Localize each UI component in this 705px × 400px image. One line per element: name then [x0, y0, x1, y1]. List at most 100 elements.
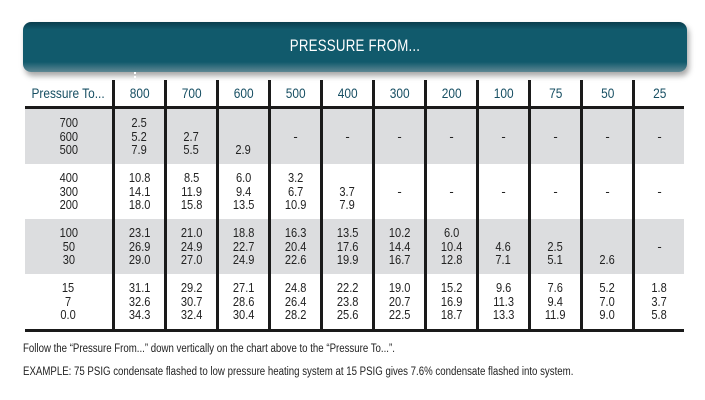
cell-value [548, 226, 563, 240]
table-row: 100 50 30 23.1 26.9 29.0 21.0 24.9 27.0 18.8 22.7 2… [25, 219, 684, 274]
cell-value: 10.8 [128, 170, 151, 185]
table-cell: 19.0 20.7 22.5 [372, 274, 426, 332]
table-cell: 10.2 14.4 16.7 [372, 219, 426, 274]
cell-value: 5.2 [131, 128, 148, 144]
table-cell: 21.0 24.9 27.0 [164, 219, 218, 274]
table-cell: - [424, 107, 478, 164]
cell-value [340, 171, 355, 185]
pressure-to-header: Pressure To... [25, 80, 114, 109]
empty-dash: - [293, 129, 298, 144]
cell-value: 300 [59, 183, 78, 199]
table-cell: - [476, 164, 530, 219]
cell-value: 14.4 [388, 238, 411, 254]
table-cell: 27.1 28.6 30.4 [216, 274, 270, 332]
cell-value: 12.8 [440, 252, 463, 267]
cell-value [496, 226, 511, 240]
table-cell: 2.5 5.1 [528, 219, 582, 274]
table-cell: 4.6 7.1 [476, 219, 530, 274]
cell-value: 20.7 [388, 293, 411, 309]
example-text: EXAMPLE: 75 PSIG condensate flashed to l… [23, 366, 574, 378]
table-cell: 23.1 26.9 29.0 [112, 219, 166, 274]
table-cell: 3.7 7.9 [320, 164, 374, 219]
table-cell: - [476, 107, 530, 164]
column-header-200: 200 [424, 80, 478, 109]
table-cell: - [424, 164, 478, 219]
empty-dash: - [605, 184, 610, 199]
table-cell: - [528, 164, 582, 219]
table-cell: 5.2 7.0 9.0 [580, 274, 634, 332]
cell-value: 10.9 [284, 197, 307, 212]
cell-value: 23.8 [336, 293, 359, 309]
table-cell: - [268, 107, 322, 164]
cell-value: 22.6 [284, 252, 307, 267]
cell-value: 5.5 [183, 142, 200, 157]
table-cell: - [632, 164, 684, 219]
cell-value: 7 [65, 293, 72, 309]
table-cell: - [372, 164, 426, 219]
cell-value: 27.1 [232, 280, 255, 295]
table-cell: 22.2 23.8 25.6 [320, 274, 374, 332]
table-cell: 29.2 30.7 32.4 [164, 274, 218, 332]
cell-value: 25.6 [336, 307, 359, 322]
cell-value: 16.7 [388, 252, 411, 267]
table-cell: - [372, 107, 426, 164]
cell-value: 2.7 [183, 128, 200, 144]
cell-value: 1.8 [651, 280, 668, 295]
cell-value: 7.9 [339, 197, 356, 212]
empty-dash: - [657, 239, 662, 254]
cell-value: 15.8 [180, 197, 203, 212]
empty-dash: - [397, 184, 402, 199]
table-cell: 2.6 [580, 219, 634, 274]
table-cell: - [632, 107, 684, 164]
flash-steam-table: Pressure To... 800 700 600 500 400 300 200 100 7… [25, 80, 684, 332]
table-row: 15 7 0.0 31.1 32.6 34.3 29.2 30.7 32.4 27.1 28.6 30… [25, 274, 684, 332]
cell-value: 27.0 [180, 252, 203, 267]
cell-value: 26.4 [284, 293, 307, 309]
cell-value: 31.1 [128, 280, 151, 295]
cell-value: 9.4 [235, 183, 252, 199]
cell-value: 21.0 [180, 225, 203, 240]
table-cell: 6.0 9.4 13.5 [216, 164, 270, 219]
empty-dash: - [501, 129, 506, 144]
cell-value: 0.0 [60, 307, 77, 322]
table-row: 400 300 200 10.8 14.1 18.0 8.5 11.9 15.8 6.0 9.4 13… [25, 164, 684, 219]
cell-value: 34.3 [128, 307, 151, 322]
cell-value: 22.2 [336, 280, 359, 295]
cell-value: 22.5 [388, 307, 411, 322]
table-cell: 2.9 [216, 107, 270, 164]
column-header-400: 400 [320, 80, 374, 109]
table-cell: 13.5 17.6 19.9 [320, 219, 374, 274]
column-header-300: 300 [372, 80, 426, 109]
cell-value: 500 [59, 142, 78, 157]
cell-value: 700 [59, 115, 78, 130]
pressure-to-cell: 400 300 200 [25, 164, 114, 219]
pressure-to-cell: 700 600 500 [25, 107, 114, 164]
table-row: 700 600 500 2.5 5.2 7.9 2.7 5.5 2.9- - - - - - - - [25, 107, 684, 164]
cell-value: 30 [62, 252, 75, 267]
cell-value: 15.2 [440, 280, 463, 295]
cell-value: 11.9 [545, 307, 566, 322]
column-header-600: 600 [216, 80, 270, 109]
table-cell: 15.2 16.9 18.7 [424, 274, 478, 332]
cell-value: 600 [59, 128, 78, 144]
table-cell: 24.8 26.4 28.2 [268, 274, 322, 332]
cell-value: 3.7 [651, 293, 668, 309]
cell-value [600, 240, 615, 254]
table-cell: 10.8 14.1 18.0 [112, 164, 166, 219]
cell-value: 24.9 [232, 252, 255, 267]
empty-dash: - [449, 129, 454, 144]
cell-value: 100 [59, 225, 78, 240]
cell-value: 2.9 [235, 142, 252, 157]
cell-value: 7.6 [547, 280, 564, 295]
cell-value: 29.2 [180, 280, 203, 295]
cell-value: 18.8 [232, 225, 255, 240]
cell-value: 18.0 [128, 197, 151, 212]
cell-value: 200 [59, 197, 78, 212]
cell-value [600, 226, 615, 240]
cell-value: 28.6 [232, 293, 255, 309]
cell-value: 6.0 [443, 225, 460, 240]
table-cell: 7.6 9.4 11.9 [528, 274, 582, 332]
cell-value: 24.8 [284, 280, 307, 295]
cell-value: 22.7 [232, 238, 255, 254]
cell-value: 24.9 [180, 238, 203, 254]
